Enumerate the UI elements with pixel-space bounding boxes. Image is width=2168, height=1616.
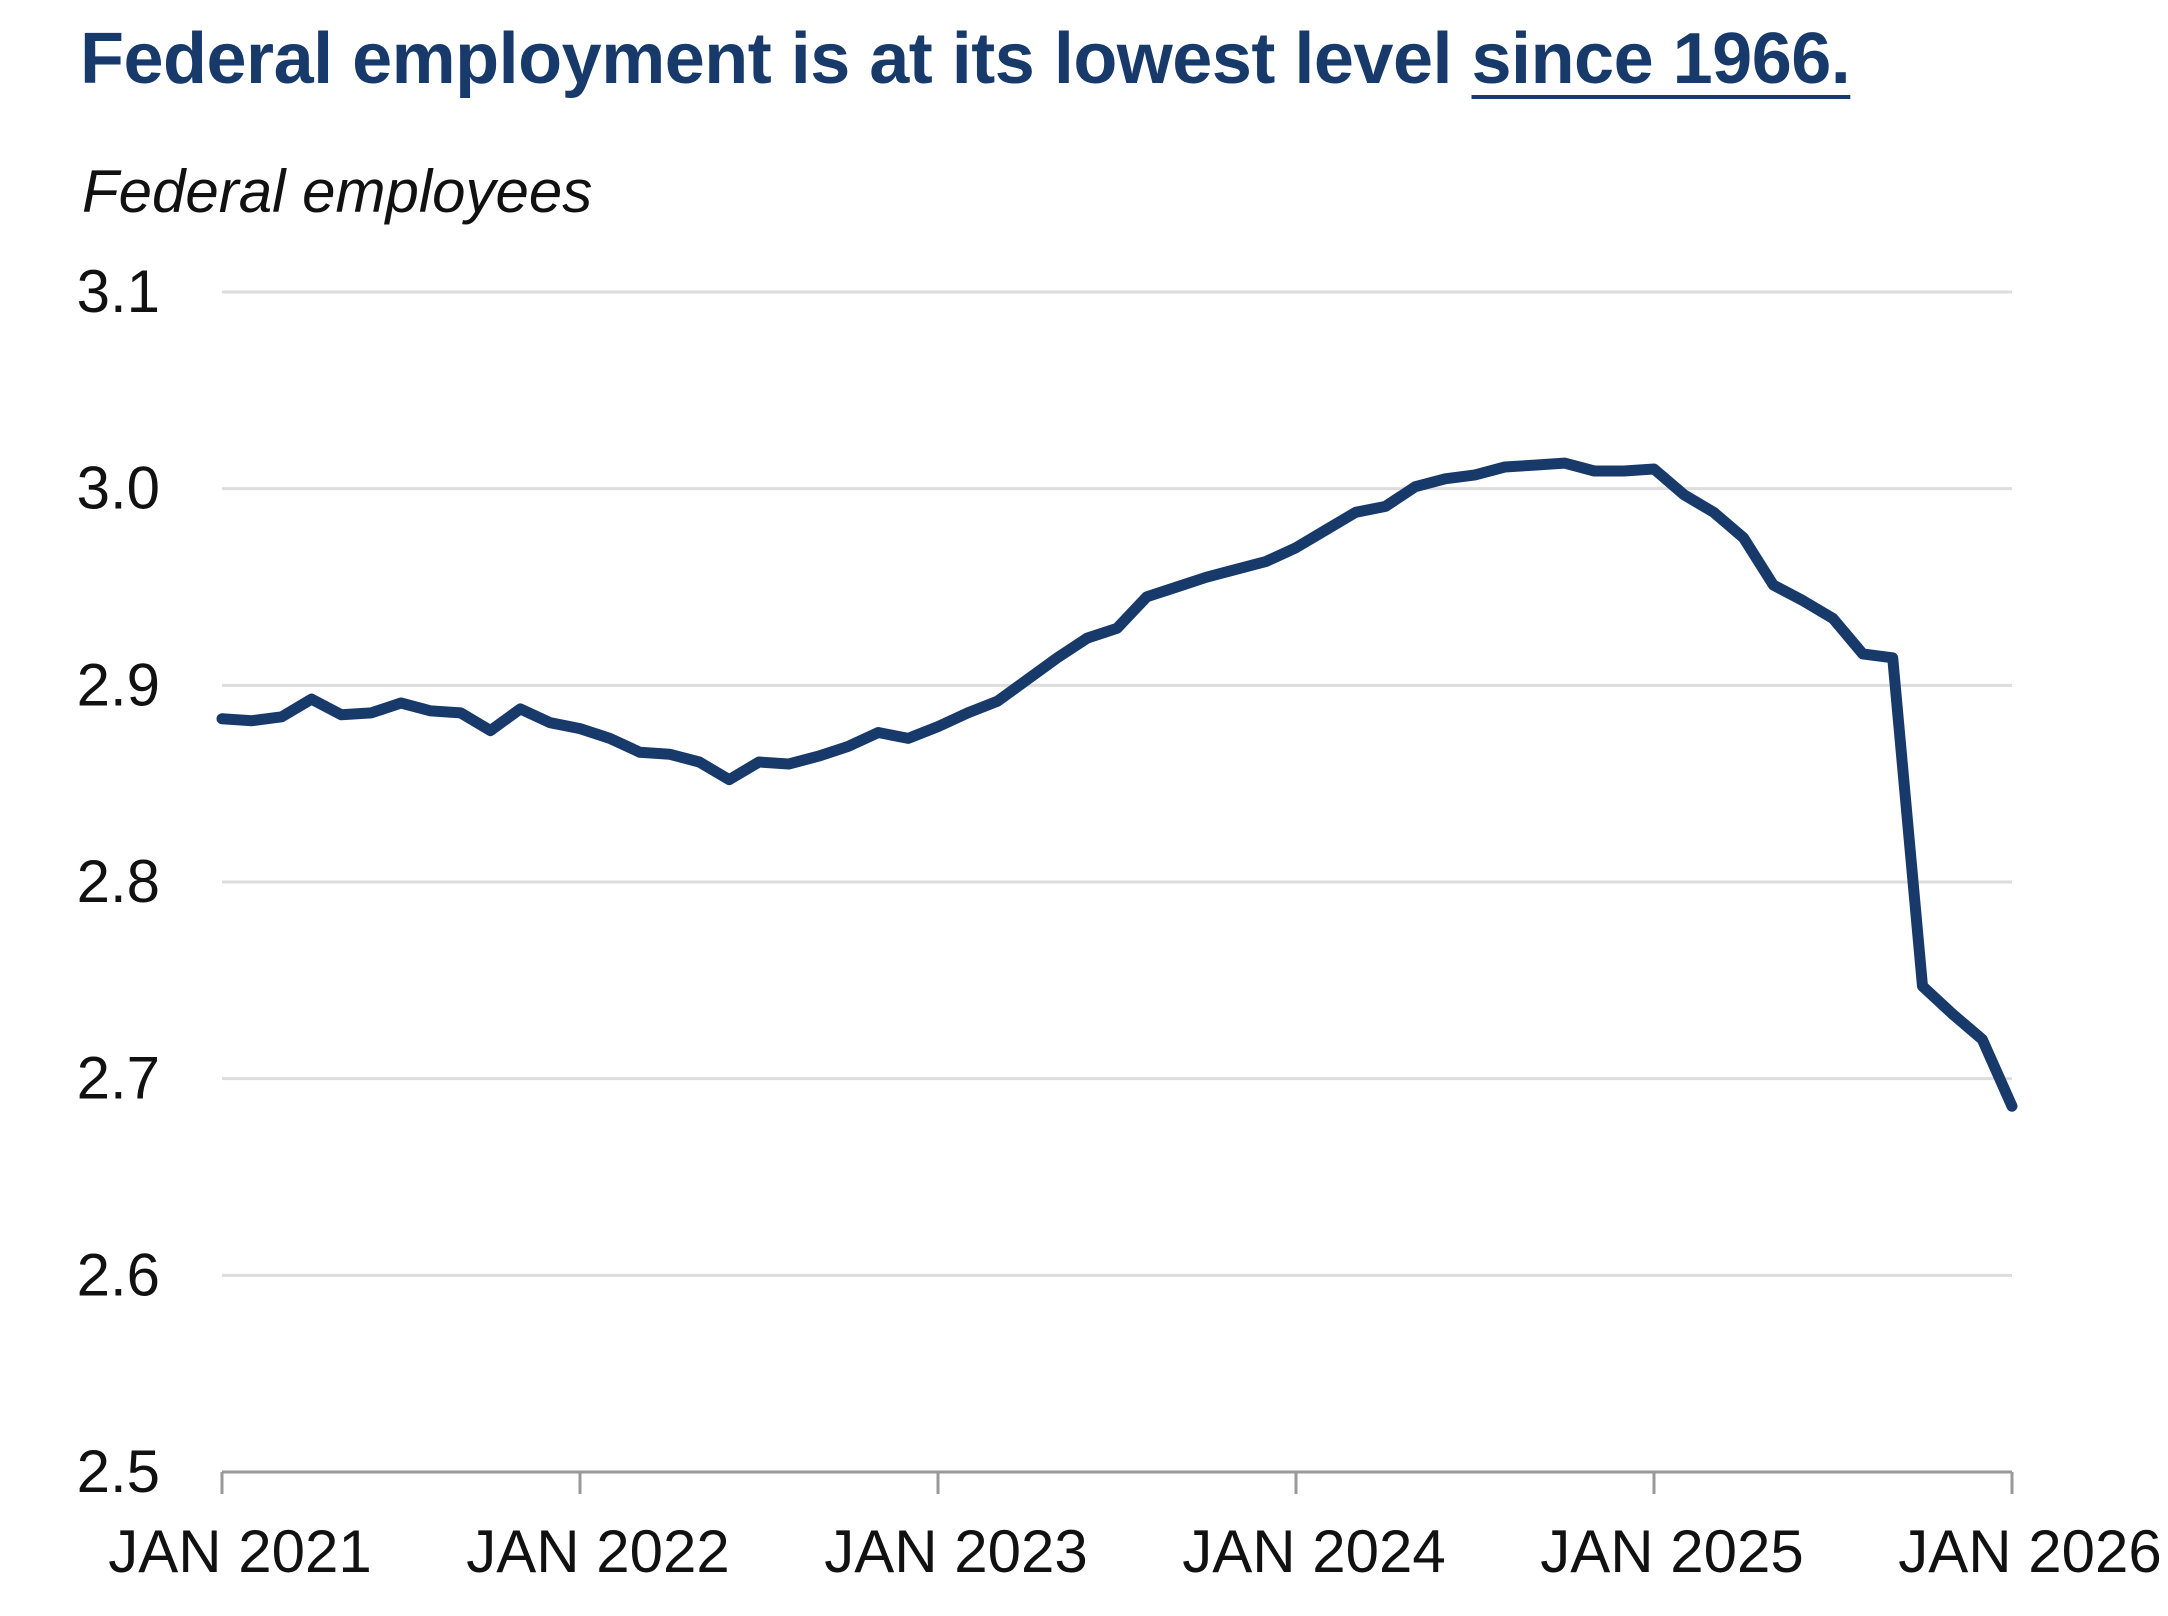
data-point [1235,568,1237,570]
title-link-since-1966[interactable]: since 1966. [1471,19,1851,99]
x-tick-label: JAN 2021 [108,1518,372,1585]
data-point [1116,627,1118,629]
data-point [1086,637,1088,639]
y-axis-ticks: 3.1 3.0 2.9 2.8 2.7 2.6 2.5 [77,258,160,1505]
gridlines [222,290,2012,1277]
data-point [1593,470,1595,472]
data-point [907,737,909,739]
data-point [848,745,850,747]
data-point [400,702,402,704]
x-tick-label: JAN 2026 [1898,1518,2162,1585]
data-point [609,737,611,739]
data-point [281,716,283,718]
data-point [1027,678,1029,680]
data-point [370,712,372,714]
data-point [698,761,700,763]
data-point [877,732,879,734]
data-point [967,712,969,714]
data-point [1683,494,1685,496]
data-point [1414,486,1416,488]
data-point [579,728,581,730]
chart-title-text: Federal employment is at its lowest leve… [80,19,1472,99]
data-point [1056,657,1058,659]
data-point [1922,985,1924,987]
data-point [639,751,641,753]
data-point [1892,657,1894,659]
data-point [758,761,760,763]
data-point [1564,462,1566,464]
data-point [1504,466,1506,468]
data-point [997,700,999,702]
x-axis: JAN 2021 JAN 2022 JAN 2023 JAN 2024 JAN 2025… [108,1470,2162,1585]
data-point [669,753,671,755]
data-point [1951,1013,1953,1015]
data-point [1325,529,1327,531]
x-tick-label: JAN 2025 [1540,1518,1804,1585]
data-point [430,710,432,712]
y-tick-label: 2.8 [77,848,160,915]
data-point [1474,474,1476,476]
data-point [1444,478,1446,480]
series-layer [216,457,2018,1112]
data-point [519,708,521,710]
chart-title: Federal employment is at its lowest leve… [80,18,1851,100]
data-point [340,714,342,716]
data-point [788,763,790,765]
data-point [1981,1038,1983,1040]
y-tick-label: 3.0 [77,455,160,522]
series-line [216,457,2018,1112]
data-point [1534,464,1536,466]
data-point [490,730,492,732]
data-point [1355,511,1357,513]
data-point [2011,1105,2013,1107]
y-tick-label: 2.5 [77,1438,160,1505]
data-point [728,779,730,781]
data-point [1862,653,1864,655]
data-point [937,726,939,728]
y-tick-label: 2.6 [77,1241,160,1308]
data-point [818,755,820,757]
data-point [1385,505,1387,507]
x-tick-label: JAN 2024 [1182,1518,1446,1585]
data-point [1146,596,1148,598]
data-point [221,718,223,720]
y-tick-label: 2.7 [77,1045,160,1112]
data-point [311,698,313,700]
data-point [1653,468,1655,470]
data-point [549,722,551,724]
data-point [1176,586,1178,588]
data-point [1743,537,1745,539]
data-point [1265,560,1267,562]
data-point [1623,470,1625,472]
x-tick-label: JAN 2022 [466,1518,730,1585]
data-point [1295,547,1297,549]
data-point [1832,618,1834,620]
data-point [1206,576,1208,578]
y-tick-label: 3.1 [77,258,160,325]
data-point [1802,600,1804,602]
x-tick-label: JAN 2023 [824,1518,1088,1585]
data-point [460,712,462,714]
y-axis-label: Federal employees [82,158,592,225]
y-tick-label: 2.9 [77,651,160,718]
data-point [251,720,253,722]
data-point [1713,511,1715,513]
data-point [1772,584,1774,586]
